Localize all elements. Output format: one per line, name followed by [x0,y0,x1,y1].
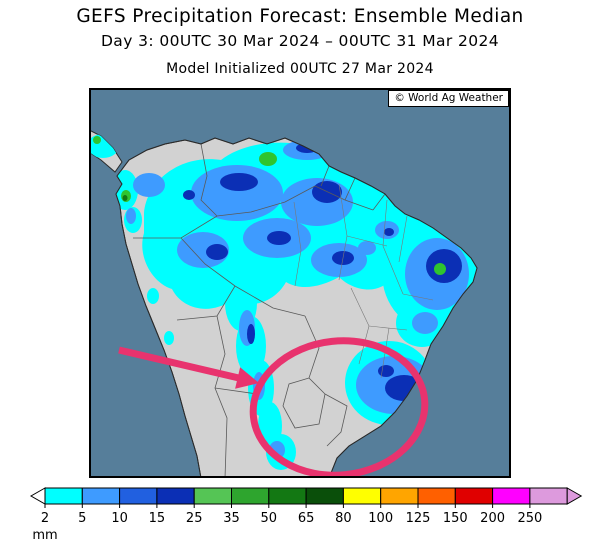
map-svg [89,88,511,478]
legend-tick-label: 15 [149,511,166,526]
annotation-layer [118,337,429,478]
legend-swatch-150 [454,487,494,505]
legend-swatch-50 [268,487,307,505]
precipitation-map: © World Ag Weather [89,88,511,478]
legend-swatch-5 [81,487,121,505]
legend-tick-label: 65 [298,511,315,526]
legend-unit-label: mm [32,528,57,543]
legend-tick-label: 125 [406,511,431,526]
legend-tick-label: 25 [186,511,203,526]
legend-tick-label: 250 [517,511,542,526]
legend-swatch-125 [417,487,456,505]
legend: mm 2 5 10 15 25 35 50 65 80 100 125 150 200 250 [0,482,600,546]
legend-swatch-200 [492,487,531,505]
legend-below-min-arrow [29,487,46,505]
legend-tick-label: 5 [78,511,86,526]
legend-svg: mm 2 5 10 15 25 35 50 65 80 100 125 150 200 250 [29,487,583,543]
precip-band-15mm [183,143,462,401]
annotation-arrow-head [235,367,259,389]
legend-swatch-2 [44,487,83,505]
legend-swatch-100 [380,487,419,505]
legend-swatch-80 [342,487,382,505]
legend-tick-label: 35 [223,511,240,526]
annotation-arrow-shaft [118,346,242,382]
coastline [115,137,478,478]
legend-swatch-65 [305,487,344,505]
state-borders [293,183,434,379]
precip-band-50mm [122,195,128,201]
legend-swatch-10 [119,487,158,505]
legend-above-max-arrow [566,487,583,505]
legend-swatch-25 [193,487,232,505]
legend-tick-label: 100 [368,511,393,526]
watermark: © World Ag Weather [388,90,509,107]
annotation-circle [249,337,429,478]
legend-swatch-250 [529,487,568,505]
legend-swatch-15 [156,487,195,505]
country-borders [133,143,386,478]
legend-tick-label: 2 [41,511,49,526]
model-init-time: Model Initialized 00UTC 27 Mar 2024 [166,61,434,77]
legend-tick-label: 150 [443,511,468,526]
map-frame [89,88,511,478]
header: GEFS Precipitation Forecast: Ensemble Me… [0,6,600,77]
legend-tick-label: 50 [261,511,278,526]
page-title: GEFS Precipitation Forecast: Ensemble Me… [76,6,524,27]
legend-tick-label: 200 [480,511,505,526]
forecast-valid-period: Day 3: 00UTC 30 Mar 2024 – 00UTC 31 Mar … [100,32,500,50]
legend-tick-label: 80 [335,511,352,526]
legend-tick-label: 10 [111,511,128,526]
legend-swatch-35 [231,487,270,505]
